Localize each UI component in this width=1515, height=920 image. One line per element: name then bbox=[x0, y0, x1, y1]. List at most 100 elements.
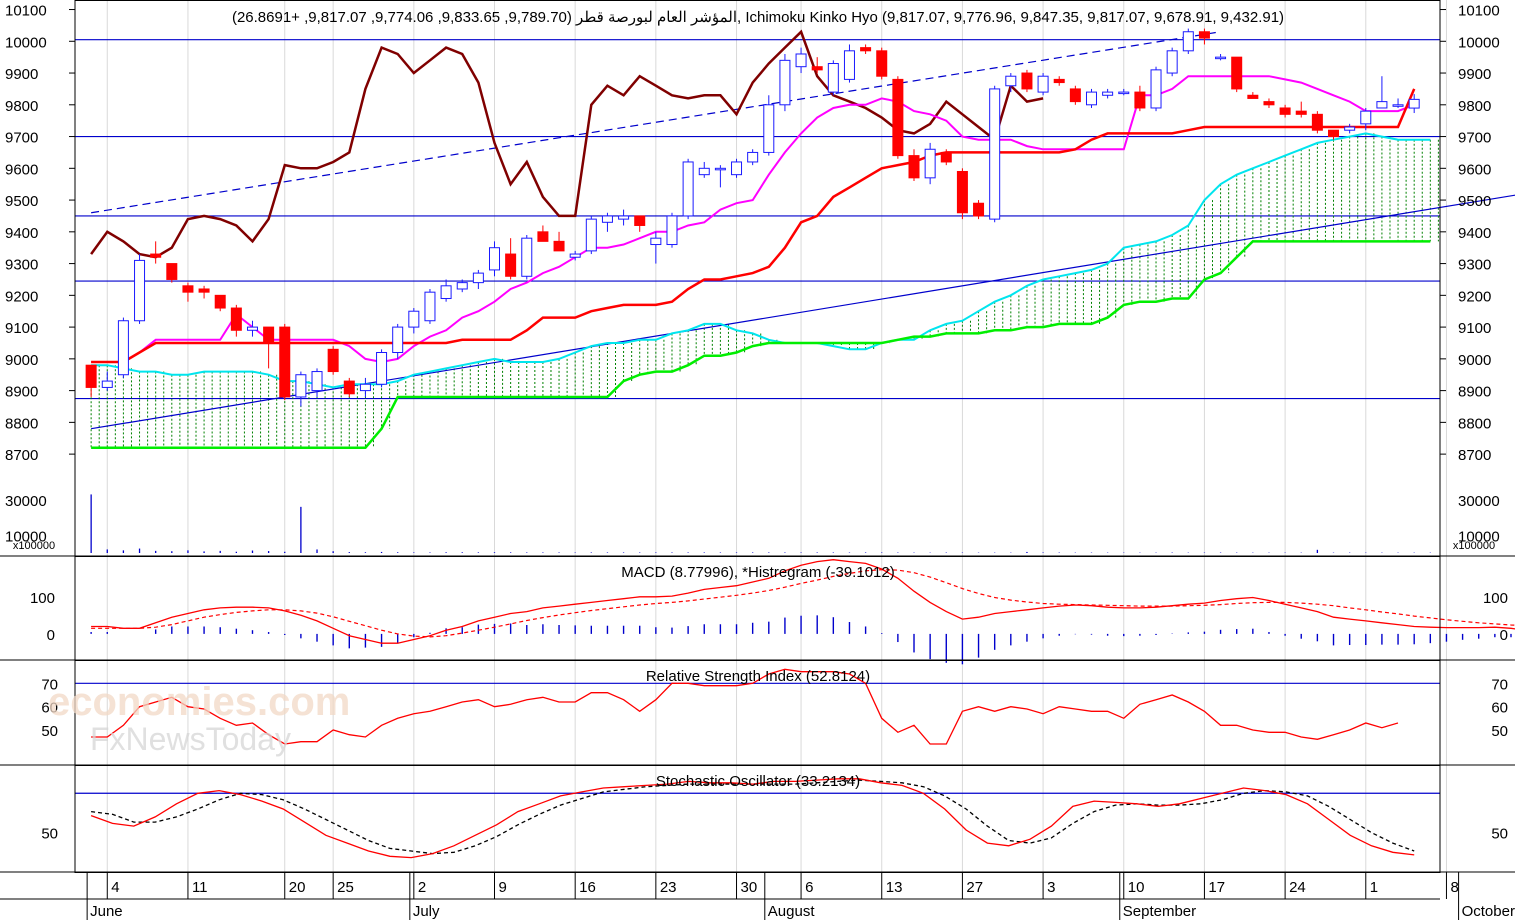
candle-body bbox=[843, 50, 855, 80]
x-day-label: 20 bbox=[289, 879, 306, 896]
candle-body bbox=[246, 326, 258, 331]
candle-body bbox=[327, 348, 339, 373]
candle-body bbox=[1021, 72, 1033, 90]
price-tick-right: 9300 bbox=[1458, 257, 1491, 274]
candle-body bbox=[1247, 94, 1259, 99]
price-tick-right: 9400 bbox=[1458, 225, 1491, 242]
macd-tick-right: 0 bbox=[1500, 627, 1508, 644]
x-day-label: 4 bbox=[111, 879, 119, 896]
rsi-title: Relative Strength Index (52.8124) bbox=[646, 668, 870, 685]
rsi-line bbox=[91, 668, 1399, 745]
candle-body bbox=[279, 326, 291, 398]
stoch-tick-right: 50 bbox=[1491, 826, 1508, 843]
candle-body bbox=[1344, 126, 1356, 131]
chikou-span-line bbox=[90, 29, 1044, 259]
candle-body bbox=[85, 364, 97, 388]
price-tick-right: 9900 bbox=[1458, 66, 1491, 83]
candle-body bbox=[682, 161, 694, 217]
price-tick-right: 9200 bbox=[1458, 288, 1491, 305]
x-day-label: 13 bbox=[886, 879, 903, 896]
x-day-label: 9 bbox=[499, 879, 507, 896]
candle-body bbox=[1279, 107, 1291, 115]
macd-tick-left: 0 bbox=[47, 627, 55, 644]
candle-body bbox=[569, 253, 581, 258]
price-tick-left: 10100 bbox=[5, 3, 47, 20]
price-tick-left: 9600 bbox=[5, 161, 38, 178]
candle-body bbox=[1005, 75, 1017, 87]
candle-body bbox=[763, 104, 775, 153]
candle-body bbox=[537, 231, 549, 242]
watermark-economies: economies.com bbox=[48, 680, 350, 724]
macd-tick-left: 100 bbox=[30, 590, 55, 607]
stoch-d-line bbox=[91, 779, 1415, 855]
candle-body bbox=[1231, 56, 1243, 90]
macd-signal-line bbox=[91, 569, 1515, 638]
candle-body bbox=[311, 371, 323, 392]
stoch-k-line bbox=[90, 778, 1415, 859]
x-month-label: July bbox=[413, 903, 440, 920]
candle-body bbox=[795, 53, 807, 68]
macd-line bbox=[91, 559, 1515, 644]
macd-tick-right: 100 bbox=[1483, 590, 1508, 607]
price-tick-left: 9100 bbox=[5, 320, 38, 337]
x-month-label: June bbox=[90, 903, 123, 920]
price-tick-left: 8700 bbox=[5, 447, 38, 464]
candle-body bbox=[1118, 91, 1130, 95]
x-day-label: 2 bbox=[418, 879, 426, 896]
candle-body bbox=[1328, 129, 1340, 138]
candle-body bbox=[521, 237, 533, 277]
candle-body bbox=[940, 151, 952, 163]
price-tick-right: 9800 bbox=[1458, 98, 1491, 115]
candle-body bbox=[408, 310, 420, 328]
volume-multiplier-right: x100000 bbox=[1453, 540, 1495, 552]
volume-multiplier-left: x100000 bbox=[13, 540, 55, 552]
candle-body bbox=[1376, 101, 1388, 109]
x-day-label: 30 bbox=[741, 879, 758, 896]
volume-tick-left: 10000 bbox=[5, 528, 47, 545]
candle-body bbox=[472, 272, 484, 284]
candle-body bbox=[1150, 69, 1162, 109]
macd-title: MACD (8.77996), *Histregram (-39.1012) bbox=[621, 564, 894, 581]
kijun-sen-line bbox=[91, 88, 1416, 364]
watermark-fxnewstoday: FxNewsToday bbox=[90, 721, 291, 757]
price-tick-left: 9700 bbox=[5, 130, 38, 147]
rsi-tick-left: 50 bbox=[41, 723, 58, 740]
price-tick-right: 9500 bbox=[1458, 193, 1491, 210]
candle-body bbox=[295, 374, 307, 398]
x-month-label: August bbox=[768, 903, 816, 920]
candle-body bbox=[230, 307, 242, 331]
price-tick-right: 8700 bbox=[1458, 447, 1491, 464]
candle-body bbox=[973, 202, 985, 217]
x-day-label: 1 bbox=[1370, 879, 1378, 896]
candle-body bbox=[601, 215, 613, 223]
candle-body bbox=[214, 294, 226, 309]
candle-body bbox=[1311, 113, 1323, 131]
rsi-panel bbox=[75, 668, 1440, 745]
x-day-label: 11 bbox=[192, 879, 208, 896]
rsi-tick-right: 50 bbox=[1491, 723, 1508, 740]
candle-body bbox=[101, 380, 113, 388]
candle-body bbox=[150, 253, 162, 258]
candle-body bbox=[876, 50, 888, 77]
stochastic-title: Stochastic Oscillator (33.2134) bbox=[656, 773, 860, 790]
x-day-label: 16 bbox=[579, 879, 596, 896]
candle-body bbox=[553, 240, 565, 252]
price-tick-right: 10100 bbox=[1458, 3, 1500, 20]
x-month-label: October bbox=[1462, 903, 1515, 920]
candle-body bbox=[1134, 91, 1146, 109]
candle-body bbox=[908, 155, 920, 179]
price-tick-right: 9700 bbox=[1458, 130, 1491, 147]
volume-panel bbox=[90, 494, 1431, 553]
candle-body bbox=[424, 291, 436, 322]
macd-panel bbox=[90, 559, 1515, 665]
candle-body bbox=[1263, 101, 1275, 106]
candle-body bbox=[747, 151, 759, 163]
price-tick-left: 9500 bbox=[5, 193, 38, 210]
price-tick-right: 8900 bbox=[1458, 384, 1491, 401]
candle-body bbox=[827, 63, 839, 93]
candle-body bbox=[1295, 110, 1307, 115]
candle-body bbox=[166, 263, 178, 280]
candle-body bbox=[489, 247, 501, 271]
candle-body bbox=[1198, 31, 1210, 39]
